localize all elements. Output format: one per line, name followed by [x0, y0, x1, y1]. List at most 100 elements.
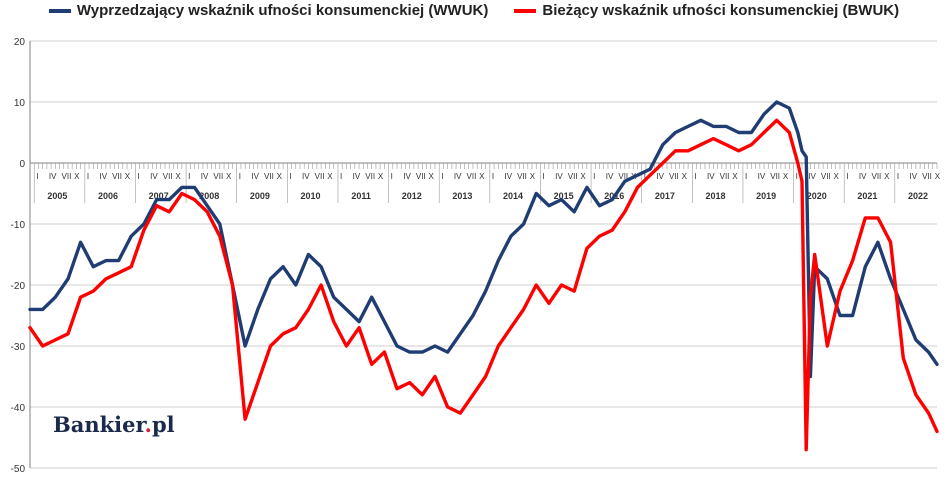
- quarter-tick-label: IV: [99, 172, 107, 181]
- quarter-tick-label: VII: [213, 172, 223, 181]
- quarter-tick-label: X: [732, 172, 738, 181]
- year-tick-label: 2017: [655, 191, 675, 201]
- quarter-tick-label: IV: [454, 172, 462, 181]
- year-tick-label: 2005: [47, 191, 67, 201]
- quarter-tick-label: IV: [606, 172, 614, 181]
- quarter-tick-label: VII: [821, 172, 831, 181]
- quarter-tick-label: VII: [872, 172, 882, 181]
- quarter-tick-label: I: [694, 172, 696, 181]
- quarter-tick-label: I: [441, 172, 443, 181]
- quarter-tick-label: IV: [201, 172, 209, 181]
- quarter-tick-label: IV: [353, 172, 361, 181]
- quarter-tick-label: VII: [163, 172, 173, 181]
- quarter-tick-label: I: [846, 172, 848, 181]
- quarter-tick-label: X: [74, 172, 80, 181]
- year-tick-label: 2019: [756, 191, 776, 201]
- quarter-tick-label: I: [87, 172, 89, 181]
- quarter-tick-label: VII: [315, 172, 325, 181]
- year-tick-label: 2015: [554, 191, 574, 201]
- year-tick-label: 2012: [402, 191, 422, 201]
- logo-text-main: Bankier: [53, 412, 145, 437]
- quarter-tick-label: X: [935, 172, 941, 181]
- quarter-tick-label: IV: [403, 172, 411, 181]
- quarter-tick-label: VII: [720, 172, 730, 181]
- y-tick-label: 0: [19, 159, 25, 170]
- quarter-tick-label: I: [796, 172, 798, 181]
- quarter-tick-label: X: [783, 172, 789, 181]
- quarter-tick-label: I: [391, 172, 393, 181]
- quarter-tick-label: I: [239, 172, 241, 181]
- y-tick-label: -30: [11, 342, 26, 353]
- y-tick-label: -20: [11, 281, 26, 292]
- quarter-tick-label: VII: [416, 172, 426, 181]
- year-tick-label: 2011: [351, 191, 371, 201]
- quarter-tick-label: X: [277, 172, 283, 181]
- quarter-tick-label: I: [745, 172, 747, 181]
- y-tick-label: 20: [14, 37, 26, 48]
- quarter-tick-label: X: [175, 172, 181, 181]
- quarter-tick-label: X: [429, 172, 435, 181]
- quarter-tick-label: VII: [365, 172, 375, 181]
- quarter-tick-label: IV: [758, 172, 766, 181]
- legend-item-bwuk: Bieżący wskaźnik ufności konsumenckiej (…: [514, 2, 899, 19]
- logo-text-dot: .: [144, 412, 152, 437]
- quarter-tick-label: I: [289, 172, 291, 181]
- quarter-tick-label: VII: [770, 172, 780, 181]
- y-tick-label: 10: [14, 98, 26, 109]
- year-tick-label: 2008: [199, 191, 219, 201]
- quarter-tick-label: IV: [150, 172, 158, 181]
- quarter-tick-label: IV: [251, 172, 259, 181]
- quarter-tick-label: I: [644, 172, 646, 181]
- quarter-tick-label: X: [378, 172, 384, 181]
- quarter-tick-label: I: [36, 172, 38, 181]
- quarter-tick-label: X: [834, 172, 840, 181]
- quarter-tick-label: X: [226, 172, 232, 181]
- quarter-tick-label: VII: [618, 172, 628, 181]
- quarter-tick-label: VII: [112, 172, 122, 181]
- quarter-tick-label: I: [542, 172, 544, 181]
- quarter-tick-label: I: [188, 172, 190, 181]
- quarter-tick-label: VII: [62, 172, 72, 181]
- quarter-tick-label: I: [492, 172, 494, 181]
- quarter-tick-label: X: [125, 172, 131, 181]
- quarter-tick-label: IV: [555, 172, 563, 181]
- quarter-tick-label: VII: [568, 172, 578, 181]
- bankier-logo: Bankier.pl: [53, 412, 175, 437]
- quarter-tick-label: VII: [922, 172, 932, 181]
- quarter-tick-label: X: [682, 172, 688, 181]
- year-tick-label: 2010: [301, 191, 321, 201]
- year-tick-label: 2014: [503, 191, 523, 201]
- quarter-tick-label: IV: [302, 172, 310, 181]
- quarter-tick-label: IV: [859, 172, 867, 181]
- quarter-tick-label: X: [530, 172, 536, 181]
- quarter-tick-label: X: [479, 172, 485, 181]
- year-tick-label: 2007: [149, 191, 169, 201]
- quarter-tick-label: IV: [808, 172, 816, 181]
- quarter-tick-label: VII: [517, 172, 527, 181]
- year-tick-label: 2022: [908, 191, 928, 201]
- quarter-tick-label: X: [327, 172, 333, 181]
- chart-legend: Wyprzedzający wskaźnik ufności konsumenc…: [0, 2, 948, 19]
- quarter-tick-label: I: [340, 172, 342, 181]
- year-tick-label: 2009: [250, 191, 270, 201]
- quarter-tick-label: I: [593, 172, 595, 181]
- legend-swatch-bwuk: [514, 8, 537, 13]
- year-tick-label: 2006: [98, 191, 118, 201]
- quarter-tick-label: IV: [707, 172, 715, 181]
- quarter-tick-label: IV: [909, 172, 917, 181]
- year-tick-label: 2021: [857, 191, 877, 201]
- year-tick-label: 2018: [706, 191, 726, 201]
- series-line-bwuk: [28, 118, 939, 452]
- quarter-tick-label: IV: [504, 172, 512, 181]
- quarter-tick-label: I: [137, 172, 139, 181]
- quarter-tick-label: I: [897, 172, 899, 181]
- legend-swatch-wwuk: [48, 8, 71, 13]
- y-tick-label: -50: [11, 464, 26, 475]
- quarter-tick-label: X: [884, 172, 890, 181]
- y-tick-label: -10: [11, 220, 26, 231]
- quarter-tick-label: VII: [467, 172, 477, 181]
- quarter-tick-label: IV: [49, 172, 57, 181]
- quarter-tick-label: X: [580, 172, 586, 181]
- quarter-tick-label: VII: [264, 172, 274, 181]
